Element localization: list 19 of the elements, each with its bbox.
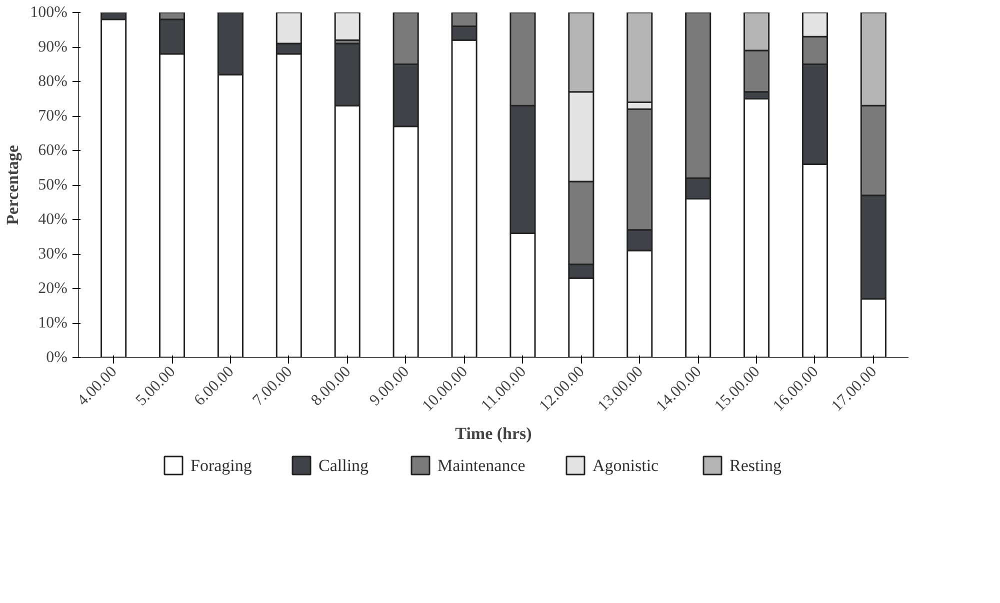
y-tick-label: 0% bbox=[46, 349, 68, 366]
legend-label: Resting bbox=[730, 456, 782, 475]
legend-label: Foraging bbox=[190, 456, 252, 475]
y-axis-title: Percentage bbox=[3, 144, 22, 225]
bar bbox=[334, 12, 360, 41]
y-tick-label: 80% bbox=[38, 73, 68, 90]
y-tick-label: 90% bbox=[38, 38, 68, 56]
legend-label: Maintenance bbox=[438, 456, 526, 475]
y-tick-label: 60% bbox=[38, 142, 68, 159]
legend-label: Calling bbox=[318, 456, 370, 475]
y-tick-label: 70% bbox=[38, 108, 68, 124]
y-tick-label: 20% bbox=[38, 280, 68, 297]
x-axis-title: Time (hrs) bbox=[455, 424, 532, 443]
y-tick-label: 10% bbox=[38, 314, 68, 332]
y-tick-label: 40% bbox=[38, 211, 68, 228]
y-tick-label: 100% bbox=[30, 4, 68, 21]
y-tick-label: 50% bbox=[38, 176, 68, 194]
legend-label: Agonistic bbox=[592, 456, 660, 475]
y-tick-label: 30% bbox=[38, 246, 68, 262]
